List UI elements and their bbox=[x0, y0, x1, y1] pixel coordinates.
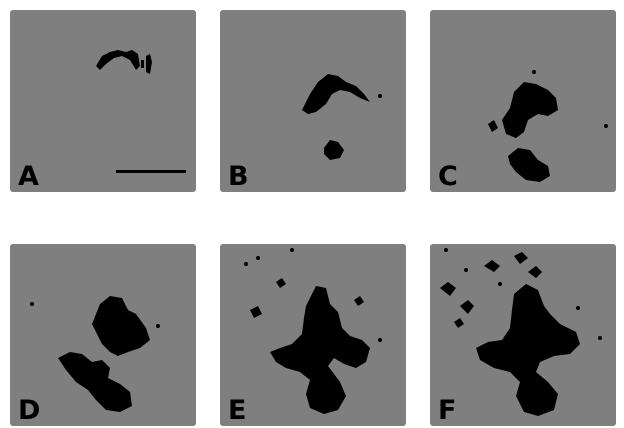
panel-f: F bbox=[430, 244, 616, 426]
panel-c: C bbox=[430, 10, 616, 192]
blob-pattern-c bbox=[488, 70, 608, 182]
panel-label-a: A bbox=[18, 161, 39, 192]
blob-pattern-b bbox=[302, 74, 382, 160]
panel-label-d: D bbox=[18, 395, 41, 426]
blob-pattern-a bbox=[96, 50, 152, 74]
panel-label-c: C bbox=[438, 161, 458, 192]
panel-b: B bbox=[220, 10, 406, 192]
panel-label-e: E bbox=[228, 395, 247, 426]
panel-e: E bbox=[220, 244, 406, 426]
scale-bar bbox=[116, 170, 186, 173]
panel-d: D bbox=[10, 244, 196, 426]
blob-pattern-d bbox=[30, 296, 160, 412]
panel-label-f: F bbox=[438, 395, 457, 426]
panel-label-b: B bbox=[228, 161, 249, 192]
panel-a: A bbox=[10, 10, 196, 192]
blob-pattern-e bbox=[244, 248, 382, 414]
blob-pattern-f bbox=[440, 248, 602, 416]
